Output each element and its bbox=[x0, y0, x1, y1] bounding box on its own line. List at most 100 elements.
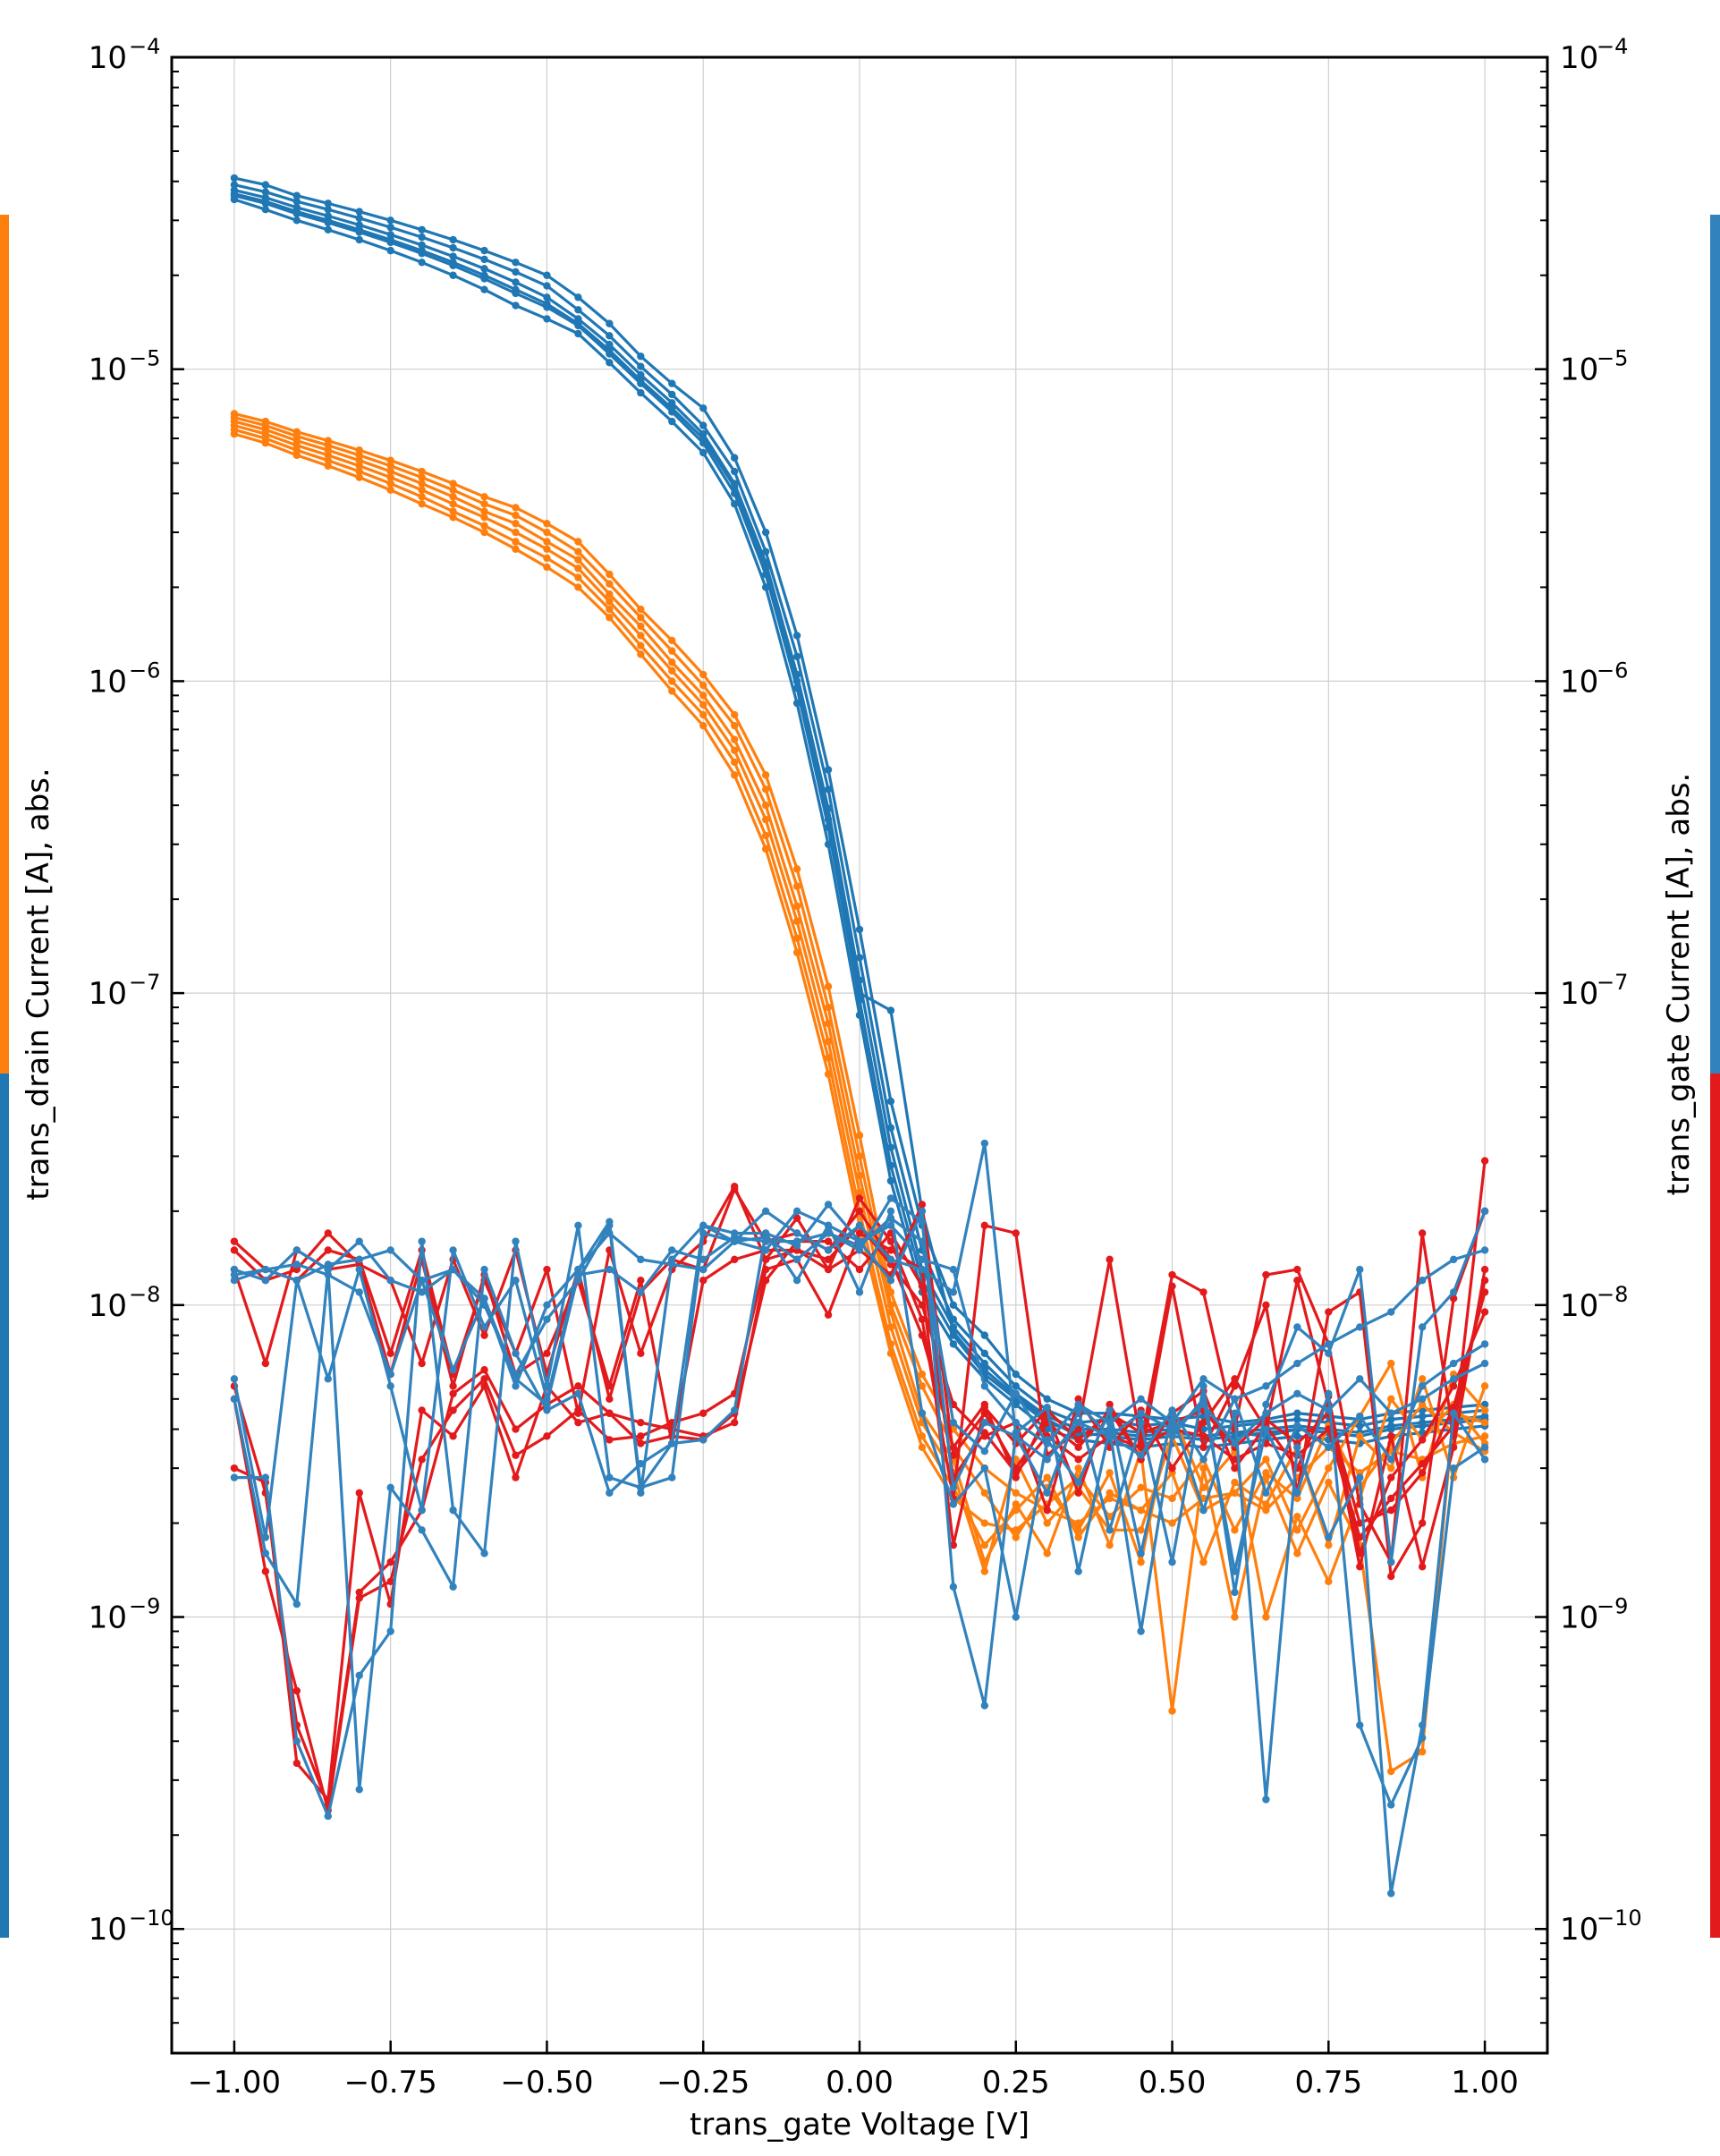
data-point bbox=[792, 934, 801, 942]
data-point bbox=[730, 771, 739, 779]
data-point bbox=[855, 1229, 864, 1237]
data-point bbox=[792, 1277, 801, 1285]
data-point bbox=[1262, 1469, 1270, 1477]
data-point bbox=[449, 493, 457, 501]
data-point bbox=[606, 359, 614, 367]
data-point bbox=[1074, 1456, 1082, 1464]
data-point bbox=[606, 614, 614, 622]
data-point bbox=[1012, 1489, 1020, 1497]
data-point bbox=[292, 1759, 301, 1768]
data-point bbox=[1074, 1489, 1082, 1497]
data-point bbox=[1168, 1432, 1176, 1440]
data-point bbox=[1262, 1270, 1270, 1279]
data-point bbox=[1418, 1395, 1427, 1403]
data-point bbox=[449, 235, 457, 244]
data-point bbox=[1199, 1395, 1207, 1403]
y-tick-label-left: 10 bbox=[89, 40, 127, 76]
data-point bbox=[355, 1265, 363, 1274]
data-point bbox=[1418, 1563, 1427, 1571]
data-point bbox=[1231, 1395, 1239, 1403]
data-point bbox=[637, 370, 645, 379]
data-point bbox=[1387, 1767, 1395, 1776]
data-point bbox=[699, 421, 707, 429]
data-point bbox=[761, 1265, 770, 1274]
data-point bbox=[1293, 1512, 1301, 1521]
data-point bbox=[1074, 1464, 1082, 1473]
left-bar-orange bbox=[0, 215, 9, 1074]
data-point bbox=[824, 1037, 833, 1046]
data-point bbox=[1043, 1519, 1051, 1527]
data-point bbox=[949, 1265, 958, 1274]
data-point bbox=[637, 622, 645, 631]
data-point bbox=[1480, 1443, 1489, 1452]
data-point bbox=[1293, 1549, 1301, 1558]
data-point bbox=[449, 480, 457, 488]
data-point bbox=[1168, 1425, 1176, 1433]
data-point bbox=[386, 480, 394, 488]
data-point bbox=[1325, 1349, 1333, 1358]
data-point bbox=[230, 195, 239, 204]
data-point bbox=[886, 1237, 895, 1245]
data-point bbox=[824, 815, 833, 824]
data-point bbox=[1199, 1382, 1207, 1390]
data-point bbox=[730, 482, 739, 491]
data-point bbox=[1356, 1422, 1364, 1430]
data-point bbox=[980, 1447, 989, 1456]
data-point bbox=[792, 1237, 801, 1245]
data-point bbox=[543, 282, 551, 290]
data-point bbox=[324, 456, 332, 464]
data-point bbox=[668, 379, 676, 387]
data-point bbox=[543, 563, 551, 572]
data-point bbox=[1043, 1403, 1051, 1412]
data-point bbox=[886, 1097, 895, 1106]
data-point bbox=[1418, 1277, 1427, 1285]
data-point bbox=[1262, 1456, 1270, 1464]
data-point bbox=[824, 766, 833, 774]
data-point bbox=[1387, 1506, 1395, 1515]
data-point bbox=[1137, 1483, 1145, 1492]
x-tick-label: −0.75 bbox=[344, 2065, 437, 2101]
data-point bbox=[1231, 1526, 1239, 1534]
data-point bbox=[1012, 1229, 1020, 1237]
data-point bbox=[292, 1737, 301, 1745]
data-point bbox=[824, 1265, 833, 1274]
data-point bbox=[574, 564, 582, 573]
data-point bbox=[1199, 1288, 1207, 1296]
data-point bbox=[1449, 1294, 1458, 1303]
data-point bbox=[792, 1229, 801, 1237]
data-point bbox=[292, 1600, 301, 1609]
data-point bbox=[324, 1375, 332, 1383]
y-tick-exponent-left: −5 bbox=[129, 346, 160, 371]
data-point bbox=[1106, 1400, 1114, 1409]
data-point bbox=[1480, 1308, 1489, 1316]
data-point bbox=[730, 1419, 739, 1427]
data-point bbox=[606, 1395, 614, 1403]
data-point bbox=[1480, 1265, 1489, 1274]
data-point bbox=[1074, 1478, 1082, 1487]
data-point bbox=[699, 721, 707, 730]
data-point bbox=[1293, 1389, 1301, 1398]
data-point bbox=[699, 434, 707, 443]
data-point bbox=[418, 473, 426, 481]
data-point bbox=[230, 1270, 239, 1279]
data-point bbox=[1480, 1246, 1489, 1254]
data-point bbox=[1074, 1419, 1082, 1427]
data-point bbox=[1480, 1157, 1489, 1165]
data-point bbox=[637, 1349, 645, 1358]
data-point bbox=[543, 1265, 551, 1274]
data-point bbox=[1262, 1795, 1270, 1804]
data-point bbox=[386, 1483, 394, 1492]
data-point bbox=[324, 199, 332, 208]
data-point bbox=[1325, 1406, 1333, 1414]
data-point bbox=[1480, 1207, 1489, 1216]
right-color-bars bbox=[1710, 215, 1720, 1938]
data-point bbox=[792, 865, 801, 873]
data-point bbox=[324, 216, 332, 225]
data-point bbox=[512, 1473, 520, 1481]
data-point bbox=[480, 493, 488, 501]
data-point bbox=[1137, 1549, 1145, 1558]
data-point bbox=[980, 1702, 989, 1710]
data-point bbox=[1012, 1432, 1020, 1440]
data-point bbox=[730, 1406, 739, 1414]
data-point bbox=[418, 241, 426, 250]
